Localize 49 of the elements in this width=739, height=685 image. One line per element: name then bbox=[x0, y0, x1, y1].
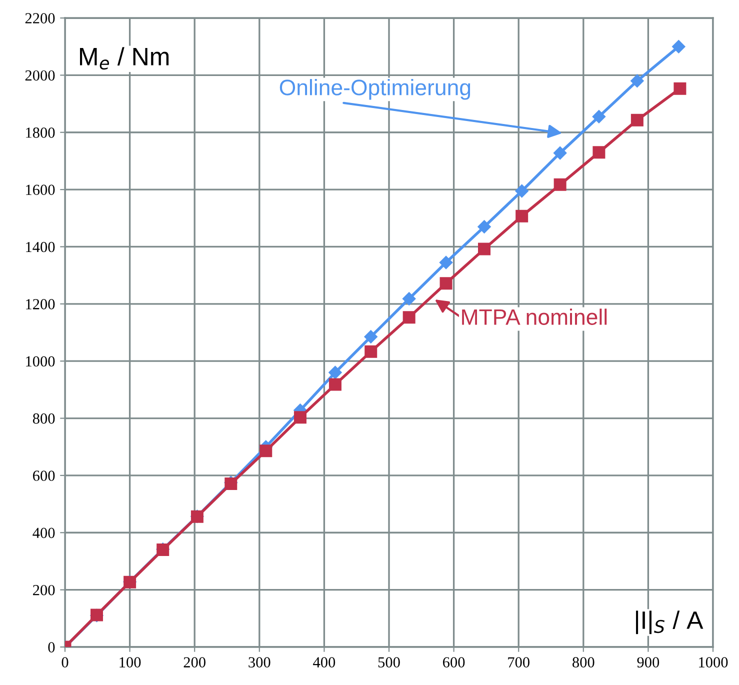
text: Online-Optimierung bbox=[280, 79, 470, 100]
x-tick-label: 500 bbox=[378, 657, 400, 668]
point bbox=[630, 74, 644, 88]
point bbox=[440, 277, 452, 290]
point bbox=[672, 40, 686, 54]
y-tick-label: 400 bbox=[32, 528, 55, 538]
x-tick-label: 100 bbox=[120, 657, 141, 668]
y-tick-label: 1200 bbox=[26, 299, 55, 310]
y-tick-label: 1000 bbox=[26, 356, 55, 367]
point bbox=[592, 110, 606, 124]
point bbox=[553, 146, 567, 160]
point bbox=[478, 242, 491, 256]
y-tick-label: 1800 bbox=[26, 128, 55, 138]
legend-label: MTPA nominell bbox=[462, 308, 607, 325]
point bbox=[328, 378, 342, 391]
point bbox=[554, 178, 566, 191]
point bbox=[674, 82, 686, 95]
x-axis-title: |I|$_{S}$ / A bbox=[636, 610, 704, 634]
y-tick-label: 1400 bbox=[26, 242, 55, 252]
point bbox=[630, 114, 644, 126]
point bbox=[402, 311, 416, 324]
y-tick-label: 800 bbox=[32, 413, 55, 424]
y-tick-label: 2200 bbox=[25, 13, 55, 24]
x-tick-label: 800 bbox=[572, 657, 594, 668]
point bbox=[402, 292, 416, 306]
point bbox=[478, 220, 491, 234]
x-tick-label: 900 bbox=[637, 657, 660, 668]
point bbox=[260, 444, 272, 458]
point bbox=[516, 210, 528, 222]
y-tick-label: 600 bbox=[33, 470, 55, 481]
y-axis-title: M$_{e}$ / Nm bbox=[80, 47, 169, 70]
y-tick-label: 1600 bbox=[26, 184, 55, 195]
x-tick-label: 600 bbox=[443, 657, 465, 668]
x-tick-label: 700 bbox=[508, 657, 530, 668]
point bbox=[364, 345, 378, 358]
point bbox=[439, 256, 453, 270]
point bbox=[592, 146, 606, 159]
x-tick-label: 0 bbox=[62, 657, 68, 668]
x-tick-label: 1000 bbox=[699, 657, 728, 668]
y-tick-label: 0 bbox=[48, 642, 55, 652]
y-tick-label: 200 bbox=[33, 584, 55, 596]
y-tick-label: 2000 bbox=[25, 70, 55, 81]
point bbox=[294, 411, 306, 424]
point bbox=[364, 330, 378, 344]
point bbox=[328, 366, 342, 380]
x-tick-label: 300 bbox=[248, 657, 270, 668]
x-tick-label: 200 bbox=[184, 657, 206, 668]
x-tick-label: 400 bbox=[313, 657, 336, 668]
point bbox=[515, 184, 528, 198]
